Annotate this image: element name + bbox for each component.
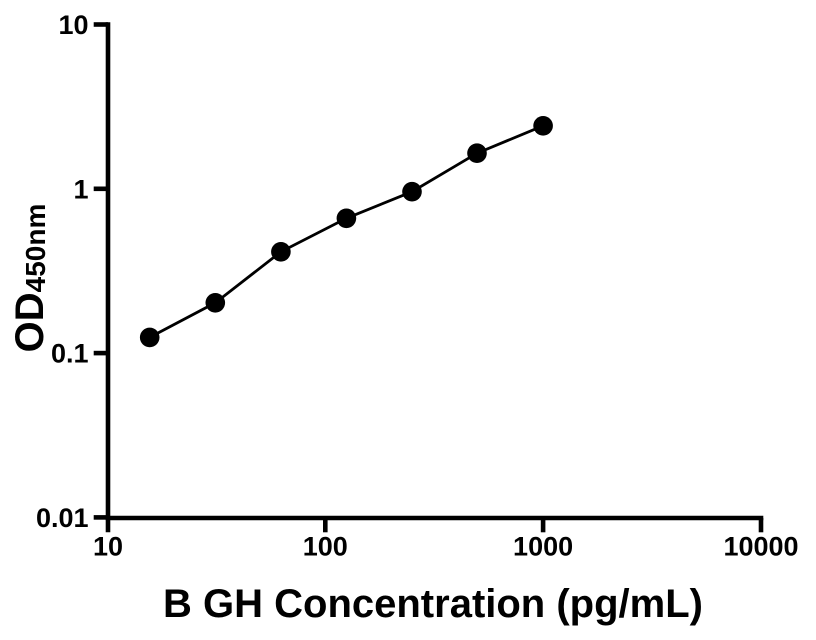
svg-text:0.1: 0.1 — [51, 339, 89, 369]
svg-text:10: 10 — [58, 10, 88, 40]
svg-text:1000: 1000 — [513, 532, 573, 562]
svg-text:0.01: 0.01 — [36, 503, 89, 533]
svg-text:1: 1 — [73, 174, 88, 204]
svg-text:B GH Concentration (pg/mL): B GH Concentration (pg/mL) — [163, 582, 703, 626]
svg-text:10000: 10000 — [723, 532, 798, 562]
svg-text:100: 100 — [303, 532, 348, 562]
svg-text:10: 10 — [93, 532, 123, 562]
